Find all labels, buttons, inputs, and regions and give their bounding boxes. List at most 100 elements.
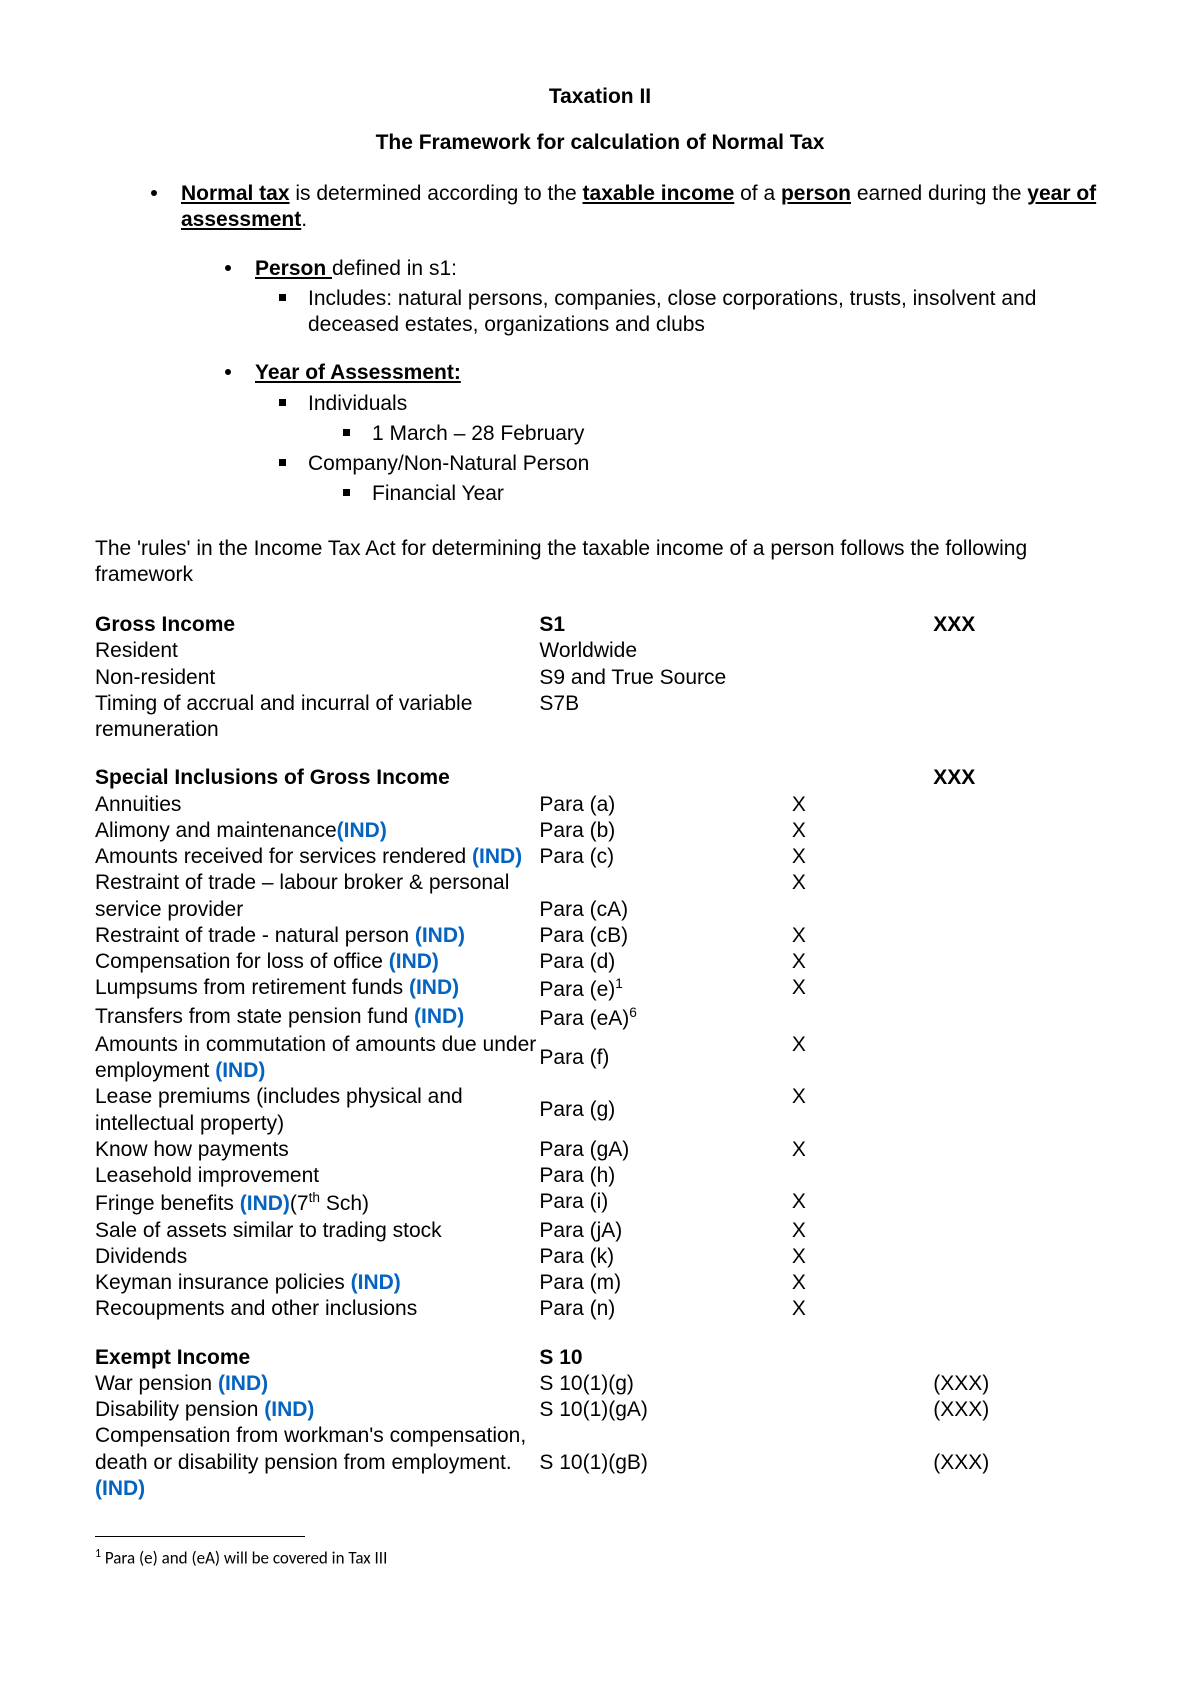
t: X: [792, 975, 933, 1003]
t: Company/Non-Natural Person: [308, 451, 1105, 477]
t: Special Inclusions of Gross Income: [95, 765, 539, 791]
table-row: Sale of assets similar to trading stock …: [95, 1218, 1105, 1244]
t: (XXX): [933, 1371, 1105, 1397]
table-row: Fringe benefits (IND)(7th Sch) Para (i) …: [95, 1189, 1105, 1217]
table-row: Alimony and maintenance(IND) Para (b) X: [95, 818, 1105, 844]
table-row: War pension (IND) S 10(1)(g) (XXX): [95, 1371, 1105, 1397]
table-row: Gross Income S1 XXX: [95, 612, 1105, 638]
table-row: Compensation from workman's compensation…: [95, 1423, 1105, 1502]
t: (XXX): [933, 1423, 1105, 1502]
t: Compensation for loss of office: [95, 950, 389, 973]
intro-bullet: Normal tax is determined according to th…: [151, 181, 1105, 234]
t: Sch): [320, 1192, 369, 1215]
t: XXX: [933, 612, 1105, 638]
t: (7: [290, 1192, 309, 1215]
t: X: [792, 949, 933, 975]
t: (XXX): [933, 1397, 1105, 1423]
t: (IND): [472, 845, 522, 868]
t: (IND): [409, 976, 459, 999]
table-row: Recoupments and other inclusions Para (n…: [95, 1296, 1105, 1322]
rules-paragraph: The 'rules' in the Income Tax Act for de…: [95, 536, 1105, 589]
t: S1: [539, 612, 792, 638]
person-text: Person defined in s1:: [255, 256, 1105, 282]
t: Para (g): [539, 1084, 792, 1137]
t: Non-resident: [95, 665, 539, 691]
t: Transfers from state pension fund: [95, 1005, 414, 1028]
t: Restraint of trade - natural person: [95, 924, 415, 947]
t: X: [792, 1084, 933, 1137]
t: Para (k): [539, 1244, 792, 1270]
t: 1: [615, 976, 623, 991]
yoa-bullet: Year of Assessment:: [225, 360, 1105, 386]
t: XXX: [933, 765, 1105, 791]
table-row: Restraint of trade - natural person (IND…: [95, 923, 1105, 949]
t: is determined according to the: [290, 182, 583, 205]
intro-text: Normal tax is determined according to th…: [181, 181, 1105, 234]
table-row: Disability pension (IND) S 10(1)(gA) (XX…: [95, 1397, 1105, 1423]
t: Para (e) and (eA) will be covered in Tax…: [101, 1548, 387, 1569]
table-row: Annuities Para (a) X: [95, 792, 1105, 818]
t: Annuities: [95, 792, 539, 818]
t: Normal tax: [181, 182, 290, 205]
t: 6: [629, 1005, 637, 1020]
t: War pension: [95, 1372, 218, 1395]
t: S 10(1)(gB): [539, 1423, 792, 1502]
table-row: Special Inclusions of Gross Income XXX: [95, 765, 1105, 791]
t: Lease premiums (includes physical and in…: [95, 1084, 539, 1137]
table-row: Amounts in commutation of amounts due un…: [95, 1032, 1105, 1085]
table-row: Lumpsums from retirement funds (IND) Par…: [95, 975, 1105, 1003]
yoa-individuals-period: 1 March – 28 February: [343, 421, 1105, 447]
footnote-divider: [95, 1536, 305, 1537]
t: (IND): [264, 1398, 314, 1421]
t: Exempt Income: [95, 1345, 539, 1371]
t: taxable income: [583, 182, 735, 205]
t: 1 March – 28 February: [372, 421, 1105, 447]
t: Para (e): [539, 978, 615, 1001]
t: S 10: [539, 1345, 792, 1371]
t: .: [301, 208, 307, 231]
t: (IND): [337, 819, 387, 842]
table-row: Timing of accrual and incurral of variab…: [95, 691, 1105, 744]
square-bullet-icon: [343, 429, 350, 436]
t: X: [792, 1137, 933, 1163]
t: Para (b): [539, 818, 792, 844]
t: Worldwide: [539, 638, 792, 664]
t: Para (n): [539, 1296, 792, 1322]
page-title: Taxation II: [95, 85, 1105, 109]
t: Keyman insurance policies: [95, 1271, 351, 1294]
t: Para (cB): [539, 923, 792, 949]
t: X: [792, 792, 933, 818]
table-row: Leasehold improvement Para (h): [95, 1163, 1105, 1189]
t: Para (c): [539, 844, 792, 870]
t: X: [792, 1244, 933, 1270]
t: Disability pension: [95, 1398, 264, 1421]
t: Para (d): [539, 949, 792, 975]
t: Restraint of trade – labour broker & per…: [95, 870, 539, 923]
t: X: [792, 1296, 933, 1322]
table-row: Exempt Income S 10: [95, 1345, 1105, 1371]
t: Timing of accrual and incurral of variab…: [95, 691, 539, 744]
t: (IND): [218, 1372, 268, 1395]
t: (IND): [415, 924, 465, 947]
t: Resident: [95, 638, 539, 664]
t: S7B: [539, 691, 792, 744]
t: Gross Income: [95, 612, 539, 638]
yoa-company: Company/Non-Natural Person: [279, 451, 1105, 477]
t: X: [792, 923, 933, 949]
t: Year of Assessment:: [255, 361, 461, 384]
bullet-icon: [225, 369, 231, 375]
t: X: [792, 818, 933, 844]
table-row: Non-resident S9 and True Source: [95, 665, 1105, 691]
t: Includes: natural persons, companies, cl…: [308, 286, 1105, 339]
t: Recoupments and other inclusions: [95, 1296, 539, 1322]
square-bullet-icon: [279, 294, 286, 301]
t: person: [781, 182, 851, 205]
person-bullet: Person defined in s1:: [225, 256, 1105, 282]
t: X: [792, 844, 933, 870]
t: Para (m): [539, 1270, 792, 1296]
t: Know how payments: [95, 1137, 539, 1163]
t: X: [792, 1032, 933, 1085]
t: Dividends: [95, 1244, 539, 1270]
t: Para (jA): [539, 1218, 792, 1244]
table-row: Resident Worldwide: [95, 638, 1105, 664]
